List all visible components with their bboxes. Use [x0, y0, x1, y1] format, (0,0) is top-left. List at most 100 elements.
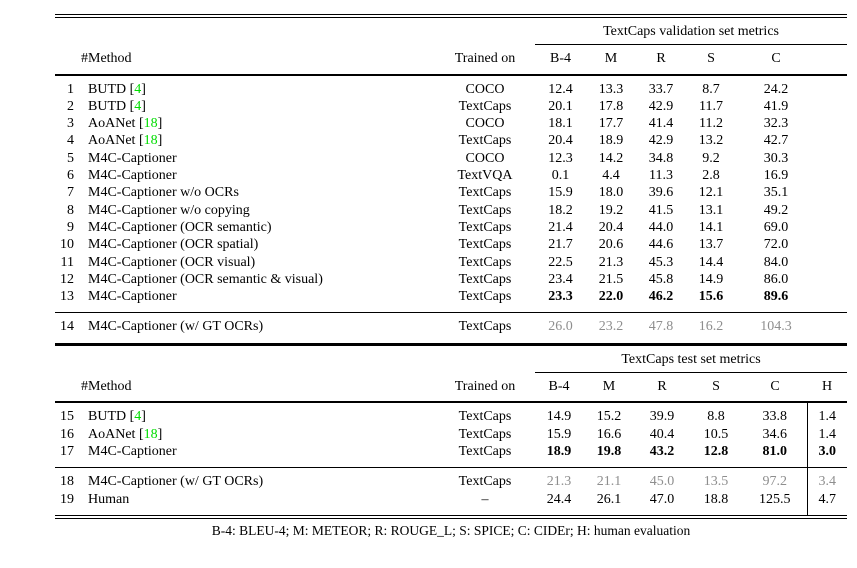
metric-value: 12.3: [548, 150, 573, 166]
col-header-metric-m: M: [583, 372, 635, 404]
metric-value: 20.6: [598, 237, 624, 253]
metric-value: 12.4: [548, 81, 573, 97]
col-header-metric-m: M: [586, 44, 636, 76]
metric-value: 44.6: [648, 237, 674, 253]
metric-value: 18.8: [703, 491, 729, 507]
column-header-row: # Method Trained on B-4 M R S C: [55, 44, 848, 76]
method-cell: BUTD [4]: [88, 81, 146, 97]
row-number: 13: [60, 289, 74, 305]
method-cell: M4C-Captioner: [88, 150, 177, 166]
citation-link[interactable]: 18: [143, 116, 158, 132]
table-row: 16 AoANet [18] TextCaps 15.9 16.6 40.4 10.5 34.…: [55, 425, 848, 443]
validation-metrics-table: TextCaps validation set metrics # Method Tr…: [55, 14, 848, 346]
trained-on-cell: TextCaps: [458, 289, 512, 305]
metric-value: 18.9: [546, 443, 572, 459]
metric-value: 3.0: [806, 442, 848, 468]
metric-value: 42.7: [763, 133, 789, 149]
method-cell: M4C-Captioner: [88, 443, 177, 459]
metric-value: 86.0: [763, 271, 789, 287]
table-row: 14 M4C-Captioner (w/ GT OCRs) TextCaps 26.0…: [55, 312, 848, 345]
row-number: 15: [60, 409, 74, 425]
metric-value: 45.3: [648, 254, 674, 270]
method-cell: M4C-Captioner (OCR visual): [88, 254, 256, 270]
table-row: 2 BUTD [4] TextCaps 20.1 17.8 42.9 11.7 41.9: [55, 98, 847, 115]
metric-value: 11.2: [699, 116, 723, 132]
col-header-metric-c: C: [743, 372, 807, 404]
metric-value: 18.2: [548, 202, 573, 218]
results-tables: TextCaps validation set metrics # Method Tr…: [55, 14, 848, 539]
col-header-metric-r: R: [635, 372, 689, 404]
table-row: 9 M4C-Captioner (OCR semantic) TextCaps 21.…: [55, 219, 847, 236]
group-header: TextCaps validation set metrics: [535, 16, 848, 46]
citation-link[interactable]: 18: [143, 133, 158, 149]
table-row: 18 M4C-Captioner (w/ GT OCRs) TextCaps 21.3…: [55, 467, 848, 491]
metric-value: 43.2: [649, 443, 675, 459]
citation-link[interactable]: 18: [143, 426, 158, 442]
row-spacer: [816, 167, 847, 184]
table-row: 5 M4C-Captioner COCO 12.3 14.2 34.8 9.2 30.3: [55, 150, 847, 167]
trained-on-cell: TextCaps: [458, 202, 512, 218]
metric-value: 14.9: [698, 271, 724, 287]
metric-value: 17.8: [598, 98, 624, 114]
col-header-number: #: [55, 44, 88, 76]
metric-value: 18.0: [598, 185, 624, 201]
row-spacer: [816, 184, 847, 201]
trained-on-cell: COCO: [465, 150, 505, 166]
header-spacer: [816, 44, 848, 76]
row-spacer: [816, 132, 847, 149]
metric-value: 41.5: [648, 202, 674, 218]
table-row: 6 M4C-Captioner TextVQA 0.1 4.4 11.3 2.8 16.9: [55, 167, 847, 184]
trained-on-cell: TextCaps: [458, 98, 512, 114]
table-section: 18 M4C-Captioner (w/ GT OCRs) TextCaps 21.3…: [55, 467, 848, 517]
metric-legend: B-4: BLEU-4; M: METEOR; R: ROUGE_L; S: S…: [211, 522, 691, 538]
citation-link[interactable]: 4: [134, 81, 142, 97]
metric-value: 39.9: [649, 409, 675, 425]
row-spacer: [816, 312, 848, 345]
row-number: 2: [67, 98, 74, 114]
citation-link[interactable]: 4: [134, 98, 142, 114]
trained-on-cell: TextCaps: [458, 133, 512, 149]
metric-value: 23.3: [548, 289, 573, 305]
row-number: 17: [60, 443, 74, 459]
table-row: 1 BUTD [4] COCO 12.4 13.3 33.7 8.7 24.2: [55, 75, 847, 98]
trained-on-cell: TextCaps: [458, 219, 512, 235]
method-cell: M4C-Captioner (w/ GT OCRs): [88, 467, 435, 491]
metric-value: 19.8: [596, 443, 622, 459]
row-number: 11: [60, 254, 74, 270]
col-header-metric-s: S: [686, 44, 736, 76]
trained-on-cell: TextCaps: [435, 312, 535, 345]
table-row: 7 M4C-Captioner w/o OCRs TextCaps 15.9 18.0 3…: [55, 184, 847, 201]
metric-value: 42.9: [648, 98, 674, 114]
metric-value: 11.7: [699, 98, 723, 114]
citation-link[interactable]: 4: [134, 409, 142, 425]
test-metrics-table: TextCaps test set metrics # Method Trained …: [55, 345, 848, 519]
table-row: 15 BUTD [4] TextCaps 14.9 15.2 39.9 8.8 33.8 1.4: [55, 402, 848, 426]
row-number: 7: [67, 185, 74, 201]
metric-value: 81.0: [762, 443, 788, 459]
metric-value: 104.3: [736, 312, 816, 345]
col-header-metric-c: C: [736, 44, 816, 76]
metric-value: 21.4: [548, 219, 573, 235]
trained-on-cell: TextVQA: [457, 168, 513, 184]
metric-value: 16.6: [596, 426, 622, 442]
row-number: 10: [60, 237, 74, 253]
metric-value: 22.0: [598, 289, 624, 305]
group-header-row: TextCaps test set metrics: [55, 345, 848, 374]
method-cell: M4C-Captioner: [88, 168, 177, 184]
row-number: 14: [55, 312, 88, 345]
metric-value: 47.0: [649, 491, 675, 507]
row-number: 12: [60, 271, 74, 287]
metric-value: 23.4: [548, 271, 573, 287]
metric-value: 16.9: [763, 168, 789, 184]
col-header-number: #: [55, 372, 88, 404]
metric-value: 15.9: [546, 426, 572, 442]
metric-value: 97.2: [743, 467, 807, 491]
metric-value: 2.8: [702, 168, 720, 184]
method-cell: M4C-Captioner (w/ GT OCRs): [88, 312, 435, 345]
table-row: 12 M4C-Captioner (OCR semantic & visual) T…: [55, 271, 847, 288]
group-header-spacer: [55, 346, 535, 373]
metric-value: 34.6: [762, 426, 788, 442]
row-spacer: [816, 236, 847, 253]
metric-value: 12.1: [698, 185, 724, 201]
metric-value: 23.2: [586, 312, 636, 345]
